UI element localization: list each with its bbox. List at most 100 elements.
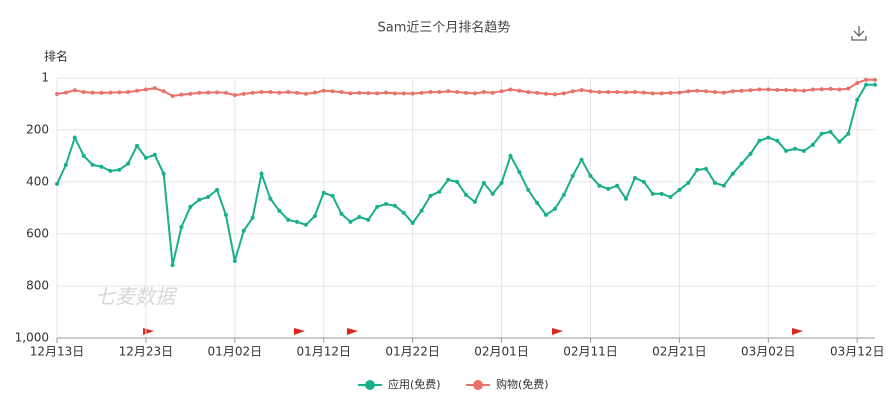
point (401, 210, 406, 215)
point (721, 183, 726, 188)
point (677, 90, 682, 95)
point (179, 92, 184, 97)
series (55, 82, 877, 268)
point (437, 90, 442, 95)
point (250, 90, 255, 95)
watermark: 七麦数据 (95, 285, 178, 309)
point (286, 217, 291, 222)
series (55, 77, 877, 98)
x-tick-label: 02月11日 (563, 345, 618, 359)
point (597, 183, 602, 188)
point (161, 89, 166, 94)
point (99, 164, 104, 169)
point (775, 87, 780, 92)
y-tick-label: 800 (26, 278, 49, 292)
point (206, 90, 211, 95)
download-glyph (851, 26, 867, 41)
point (864, 82, 869, 87)
point (704, 166, 709, 171)
point (286, 90, 291, 95)
point (446, 89, 451, 94)
point (206, 194, 211, 199)
point (428, 90, 433, 95)
point (223, 90, 228, 95)
x-tick-label: 03月12日 (830, 345, 885, 359)
point (535, 200, 540, 205)
point (241, 91, 246, 96)
point (410, 220, 415, 225)
point (632, 90, 637, 95)
point (535, 90, 540, 95)
point (90, 162, 95, 167)
point (126, 90, 131, 95)
point (517, 88, 522, 93)
point (561, 192, 566, 197)
point (481, 90, 486, 95)
point (312, 213, 317, 218)
point (659, 91, 664, 96)
point (197, 90, 202, 95)
point (606, 90, 611, 95)
point (259, 90, 264, 95)
point (499, 180, 504, 185)
flag (347, 328, 358, 340)
legend-label: 购物(免费) (496, 377, 549, 391)
x-tick-label: 03月02日 (741, 345, 796, 359)
point (819, 131, 824, 136)
point (401, 91, 406, 96)
point (579, 87, 584, 92)
point (632, 175, 637, 180)
point (135, 88, 140, 93)
point (855, 80, 860, 85)
point (579, 157, 584, 162)
x-tick-label: 01月02日 (208, 345, 263, 359)
point (739, 88, 744, 93)
point (561, 91, 566, 96)
point (819, 87, 824, 92)
point (135, 143, 140, 148)
point (677, 187, 682, 192)
point (81, 153, 86, 158)
point (828, 86, 833, 91)
x-tick-label: 02月21日 (652, 345, 707, 359)
point (588, 173, 593, 178)
point (357, 214, 362, 219)
point (499, 89, 504, 94)
point (526, 187, 531, 192)
x-tick-label: 12月13日 (30, 345, 85, 359)
download-icon[interactable] (851, 26, 867, 41)
point (410, 91, 415, 96)
point (188, 91, 193, 96)
point (232, 258, 237, 263)
point (312, 90, 317, 95)
point (170, 93, 175, 98)
point (730, 89, 735, 94)
point (704, 89, 709, 94)
x-tick-label: 01月22日 (385, 345, 440, 359)
y-tick-label: 1,000 (15, 331, 49, 345)
point (63, 90, 68, 95)
point (508, 153, 513, 158)
point (170, 263, 175, 268)
point (464, 90, 468, 95)
point (455, 179, 460, 184)
point (552, 92, 557, 97)
point (383, 201, 388, 206)
point (526, 90, 531, 95)
point (588, 89, 593, 94)
point (72, 135, 77, 140)
point (277, 208, 282, 213)
point (668, 90, 673, 95)
point (712, 180, 717, 185)
flag (792, 328, 803, 340)
point (383, 90, 388, 95)
point (650, 91, 655, 96)
point (339, 211, 344, 216)
point (801, 88, 806, 93)
point (259, 171, 264, 176)
point (757, 138, 762, 143)
point (295, 219, 300, 224)
point (268, 196, 273, 201)
point (490, 90, 495, 95)
point (686, 180, 691, 185)
